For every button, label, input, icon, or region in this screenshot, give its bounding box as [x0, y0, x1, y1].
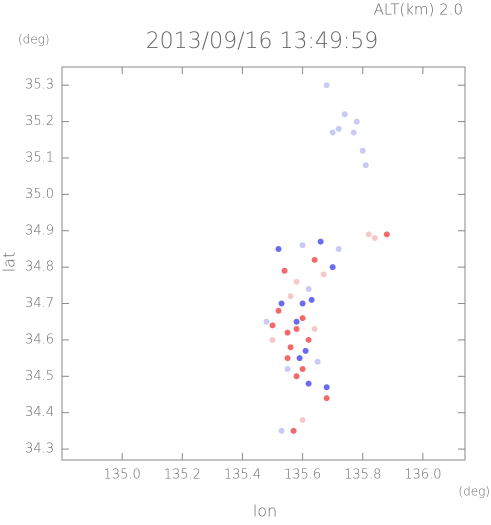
x-tick-label: 135.0 [104, 468, 141, 483]
y-tick-label: 34.6 [25, 332, 54, 347]
data-point [305, 285, 312, 292]
data-point [284, 329, 291, 336]
data-point [353, 118, 360, 125]
data-point [299, 242, 306, 249]
y-tick-label: 34.9 [25, 223, 54, 238]
data-point [314, 358, 321, 365]
data-point [329, 264, 336, 271]
y-tick-label: 34.7 [25, 296, 54, 311]
data-point [305, 336, 312, 343]
data-point [287, 293, 294, 300]
x-tick-label: 135.4 [224, 468, 261, 483]
y-tick-label: 35.0 [25, 187, 54, 202]
y-tick-label: 34.5 [25, 369, 54, 384]
data-point [365, 231, 372, 238]
y-unit: (deg) [18, 33, 50, 47]
data-point [323, 82, 330, 89]
data-point [296, 355, 303, 362]
data-point [335, 245, 342, 252]
data-point [278, 427, 285, 434]
y-axis-label: lat [0, 252, 19, 273]
data-point [350, 129, 357, 136]
data-point [335, 125, 342, 132]
data-point [284, 355, 291, 362]
y-tick-label: 35.2 [25, 114, 54, 129]
y-tick-label: 35.3 [25, 78, 54, 93]
data-point [359, 147, 366, 154]
data-point [323, 395, 330, 402]
x-tick-label: 136.0 [404, 468, 441, 483]
y-tick-label: 35.1 [25, 150, 54, 165]
data-point [284, 366, 291, 373]
data-point [362, 162, 369, 169]
data-point [263, 318, 270, 325]
data-point [269, 322, 276, 329]
x-tick-label: 135.6 [284, 468, 321, 483]
data-point [278, 300, 285, 307]
data-point [305, 380, 312, 387]
y-tick-label: 34.8 [25, 260, 54, 275]
data-point [293, 373, 300, 380]
data-point [290, 427, 297, 434]
data-point [287, 344, 294, 351]
data-point [383, 231, 390, 238]
y-tick-label: 34.4 [25, 405, 54, 420]
data-point [323, 384, 330, 391]
data-point [317, 238, 324, 245]
data-point [275, 245, 282, 252]
altitude-label: ALT(km) 2.0 [374, 1, 463, 19]
y-tick-label: 34.3 [25, 442, 54, 457]
x-unit: (deg) [458, 485, 490, 499]
plot-frame [61, 66, 466, 461]
data-point [299, 366, 306, 373]
data-point [320, 271, 327, 278]
x-axis-label: lon [253, 502, 277, 521]
data-point [269, 336, 276, 343]
data-point [299, 416, 306, 423]
x-tick-label: 135.2 [164, 468, 201, 483]
data-point [299, 315, 306, 322]
chart-title: 2013/09/16 13:49:59 [146, 29, 379, 54]
data-point [281, 267, 288, 274]
data-point [329, 129, 336, 136]
x-tick-label: 135.8 [344, 468, 381, 483]
data-point [311, 326, 318, 332]
data-point [275, 307, 282, 314]
data-point [302, 347, 309, 354]
data-point [311, 256, 318, 263]
data-point [308, 296, 315, 303]
data-point [293, 278, 300, 285]
data-point [341, 111, 348, 118]
data-point [371, 235, 378, 242]
data-point [293, 318, 300, 325]
data-point [293, 326, 300, 332]
data-point [299, 300, 306, 307]
